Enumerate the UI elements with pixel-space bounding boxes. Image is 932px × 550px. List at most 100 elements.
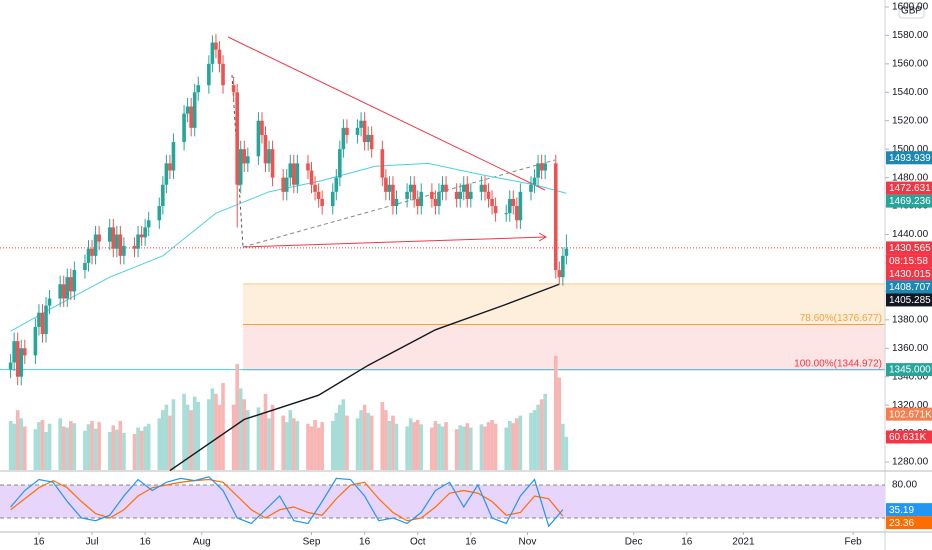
candle-body: [437, 191, 441, 207]
fib-zone: [243, 324, 885, 370]
candle-body: [231, 85, 236, 93]
candle-body: [214, 42, 218, 50]
candle-body: [288, 163, 293, 178]
volume-bar: [359, 410, 363, 470]
candle-body: [415, 198, 420, 207]
candle-body: [33, 326, 38, 356]
candle-body: [419, 191, 424, 207]
volume-bar: [444, 422, 448, 470]
volume-bar: [515, 418, 519, 470]
candle-body: [391, 184, 395, 207]
candle-body: [93, 234, 98, 256]
volume-bar: [33, 429, 38, 470]
x-tick-label: 16: [681, 537, 693, 548]
badge-label: 1430.015: [889, 269, 931, 280]
currency: GBP: [901, 6, 922, 17]
candle-body: [536, 163, 540, 178]
price-badge: [886, 267, 932, 281]
volume-bar: [90, 421, 94, 470]
x-tick-label: Dec: [625, 537, 643, 548]
candle-body: [263, 134, 268, 164]
volume-bar: [143, 426, 147, 470]
volume-bar: [345, 415, 349, 470]
x-tick-label: 16: [33, 537, 45, 548]
volume-bar: [270, 404, 275, 470]
candle-body: [334, 177, 339, 192]
x-tick-label: Aug: [193, 537, 211, 548]
volume-bar: [518, 415, 523, 470]
volume-bar: [44, 431, 48, 470]
candle-body: [58, 284, 62, 299]
volume-bar: [507, 421, 512, 470]
volume-bar: [320, 422, 324, 470]
volume-bar: [111, 425, 116, 470]
candle-body: [543, 163, 547, 171]
candle-body: [341, 127, 346, 150]
candle-body: [65, 277, 70, 299]
volume-bar: [415, 419, 420, 470]
volume-bar: [146, 423, 151, 470]
volume-bar: [122, 433, 126, 470]
price-badge: [886, 430, 932, 444]
candle-body: [196, 85, 201, 93]
candle-body: [185, 106, 190, 114]
volume-bar: [511, 423, 516, 470]
volume-bar: [483, 426, 487, 470]
candle-body: [267, 149, 271, 164]
badge-label: 23.36: [889, 518, 914, 529]
volume-bar: [493, 423, 498, 470]
candle-body: [465, 184, 470, 199]
volume-bar: [22, 426, 27, 470]
candle-body: [182, 113, 186, 143]
currency-box[interactable]: [898, 2, 925, 19]
volume-bar: [430, 427, 434, 470]
volume-bar: [93, 428, 98, 470]
volume-bar: [168, 415, 172, 470]
badge-label: 1405.285: [889, 295, 931, 306]
candle-body: [330, 191, 335, 207]
volume-bar: [309, 426, 314, 470]
candle-body: [270, 149, 275, 178]
volume-bar: [479, 424, 484, 470]
candle-body: [369, 134, 374, 150]
volume-bar: [58, 418, 62, 470]
volume-bar: [564, 436, 569, 470]
candle-body: [146, 220, 151, 228]
badge-label: 1408.707: [889, 282, 931, 293]
candle-body: [433, 198, 438, 207]
y-tick-label: 1600.00: [892, 2, 929, 13]
candle-body: [256, 120, 261, 157]
volume-bar: [86, 424, 91, 470]
volume-bar: [369, 415, 374, 470]
volume-bar: [316, 427, 321, 470]
candle-body: [469, 191, 473, 199]
stoch-tick-label: 80.00: [892, 480, 917, 491]
candle-body: [440, 184, 445, 192]
volume-bar: [69, 421, 73, 470]
candle-body: [486, 191, 491, 199]
candle-body: [532, 177, 537, 185]
candle-body: [461, 184, 466, 192]
price-badge: [886, 363, 932, 377]
candle-body: [235, 92, 239, 185]
y-tick-label: 1340.00: [892, 371, 929, 382]
volume-bar: [107, 431, 112, 470]
candle-body: [97, 234, 101, 242]
volume-bar: [231, 404, 236, 470]
y-tick-label: 1480.00: [892, 172, 929, 183]
badge-label: 1472.631: [889, 183, 931, 194]
candle-body: [207, 63, 211, 86]
volume-bar: [242, 399, 247, 470]
candle-body: [15, 341, 20, 377]
candle-body: [136, 234, 140, 249]
candle-body: [8, 362, 13, 370]
price-badge: [886, 151, 932, 165]
volume-bar: [263, 393, 268, 470]
volume-bar: [171, 399, 176, 470]
y-tick-label: 1540.00: [892, 87, 929, 98]
y-tick-label: 1440.00: [892, 229, 929, 240]
volume-bar: [15, 410, 20, 470]
badge-label: 08:15:58: [889, 256, 928, 267]
x-tick-label: Sep: [303, 537, 321, 548]
volume-bar: [83, 430, 87, 470]
